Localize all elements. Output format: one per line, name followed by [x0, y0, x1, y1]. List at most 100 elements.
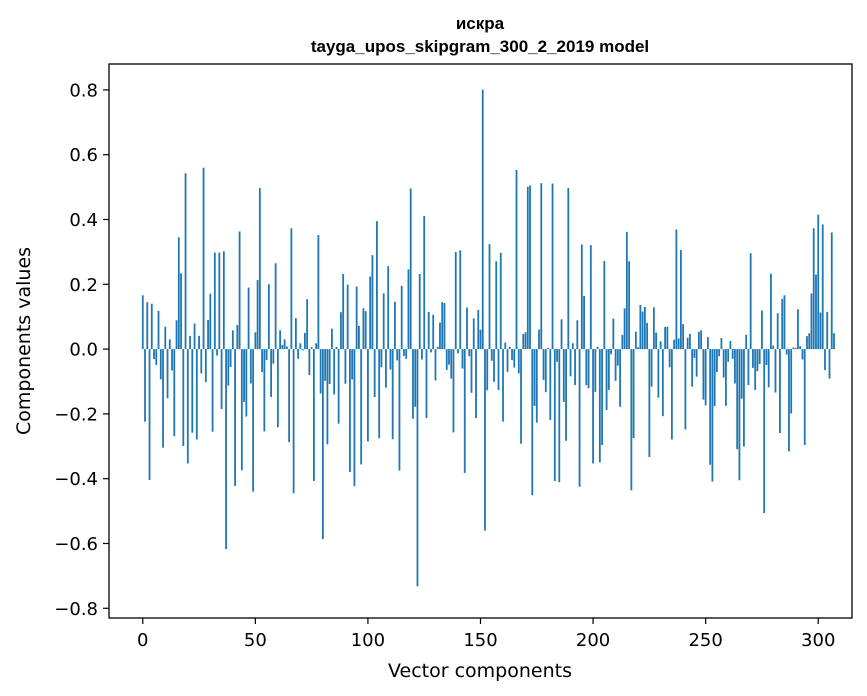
bar-component-93	[351, 349, 354, 380]
bar-component-84	[331, 328, 333, 350]
bar-component-13	[171, 349, 173, 371]
bar-component-207	[607, 349, 610, 390]
bar-component-301	[819, 312, 822, 350]
bar-component-73	[306, 299, 309, 350]
y-tick-label: −0.6	[54, 534, 98, 555]
bar-component-40	[231, 330, 234, 350]
bar-component-300	[817, 214, 820, 350]
bar-component-118	[407, 269, 410, 350]
bar-component-135	[445, 349, 448, 370]
bar-component-281	[774, 349, 777, 393]
y-tick-label: 0.2	[69, 275, 98, 296]
bar-component-242	[686, 337, 689, 350]
bar-component-3	[148, 349, 151, 480]
bar-component-115	[400, 285, 403, 350]
bar-component-257	[720, 338, 723, 350]
bar-component-181	[549, 349, 552, 421]
bar-component-168	[520, 349, 522, 444]
bar-component-223	[643, 306, 646, 350]
bar-component-36	[222, 251, 225, 350]
bar-component-185	[558, 349, 561, 483]
bar-component-277	[765, 349, 768, 365]
bar-component-161	[504, 342, 507, 350]
bar-component-56	[267, 284, 270, 350]
bar-component-208	[610, 349, 612, 355]
bar-component-112	[394, 301, 396, 350]
bar-component-287	[788, 349, 790, 452]
bar-component-202	[596, 346, 599, 350]
y-tick-label: −0.2	[54, 404, 98, 425]
bar-component-38	[227, 349, 230, 386]
bar-component-81	[324, 349, 327, 381]
bar-component-235	[670, 349, 673, 440]
bar-component-167	[517, 349, 520, 374]
bar-component-226	[650, 349, 653, 387]
bar-component-210	[614, 349, 617, 381]
bar-component-275	[761, 310, 763, 350]
bar-component-160	[502, 349, 504, 422]
bar-component-146	[470, 349, 473, 393]
bar-component-114	[398, 349, 401, 471]
bar-component-34	[218, 252, 221, 350]
bar-component-188	[565, 349, 567, 441]
bar-component-184	[556, 349, 558, 362]
bar-component-221	[639, 305, 642, 350]
bar-component-90	[344, 349, 347, 384]
bar-component-143	[463, 349, 466, 473]
bar-component-240	[682, 324, 685, 350]
bar-component-297	[810, 293, 813, 350]
bar-component-57	[270, 349, 273, 398]
bar-component-231	[661, 349, 664, 417]
bar-component-54	[263, 349, 266, 432]
chart-title-line2: tayga_upos_skipgram_300_2_2019 model	[311, 37, 649, 56]
bar-component-19	[184, 173, 187, 350]
bar-component-64	[285, 346, 288, 350]
bar-component-254	[713, 349, 716, 407]
bar-component-201	[594, 349, 597, 392]
bar-component-234	[668, 349, 671, 368]
bar-component-299	[815, 274, 817, 350]
bar-component-14	[173, 349, 176, 437]
bar-component-32	[213, 252, 216, 350]
bar-component-141	[459, 250, 462, 350]
bar-component-285	[783, 295, 786, 350]
bar-component-107	[382, 293, 385, 350]
bar-component-92	[349, 349, 351, 472]
bar-component-279	[770, 273, 772, 350]
bar-component-145	[468, 349, 471, 357]
bar-component-304	[826, 311, 829, 350]
bar-component-292	[799, 346, 802, 350]
bar-component-237	[675, 229, 678, 350]
bar-component-239	[679, 249, 682, 350]
bar-component-9	[162, 349, 164, 448]
bar-component-280	[772, 345, 775, 350]
bar-component-262	[731, 349, 734, 359]
bar-component-253	[711, 349, 714, 482]
bar-component-80	[321, 349, 324, 539]
bar-component-119	[409, 188, 412, 350]
bar-component-306	[830, 232, 833, 350]
bar-component-233	[666, 326, 669, 350]
bar-component-125	[423, 215, 426, 350]
bar-component-41	[234, 349, 236, 486]
bar-component-21	[189, 335, 191, 350]
bar-component-151	[481, 89, 484, 350]
bar-component-68	[294, 318, 297, 350]
bar-component-205	[603, 260, 606, 350]
bar-component-219	[634, 331, 637, 350]
bar-component-50	[254, 332, 257, 350]
bar-component-228	[655, 332, 658, 350]
bar-component-230	[659, 341, 662, 350]
bar-component-149	[477, 309, 480, 350]
bar-component-82	[326, 349, 329, 445]
bar-component-131	[436, 346, 439, 350]
bar-component-136	[448, 349, 450, 365]
bar-component-248	[700, 330, 703, 350]
bar-component-203	[598, 349, 601, 463]
bar-component-85	[333, 349, 336, 395]
bar-component-120	[412, 349, 414, 419]
plot-frame	[108, 63, 853, 619]
bar-component-49	[252, 349, 254, 492]
bar-component-117	[405, 349, 408, 359]
y-tick-label: −0.4	[54, 469, 98, 490]
